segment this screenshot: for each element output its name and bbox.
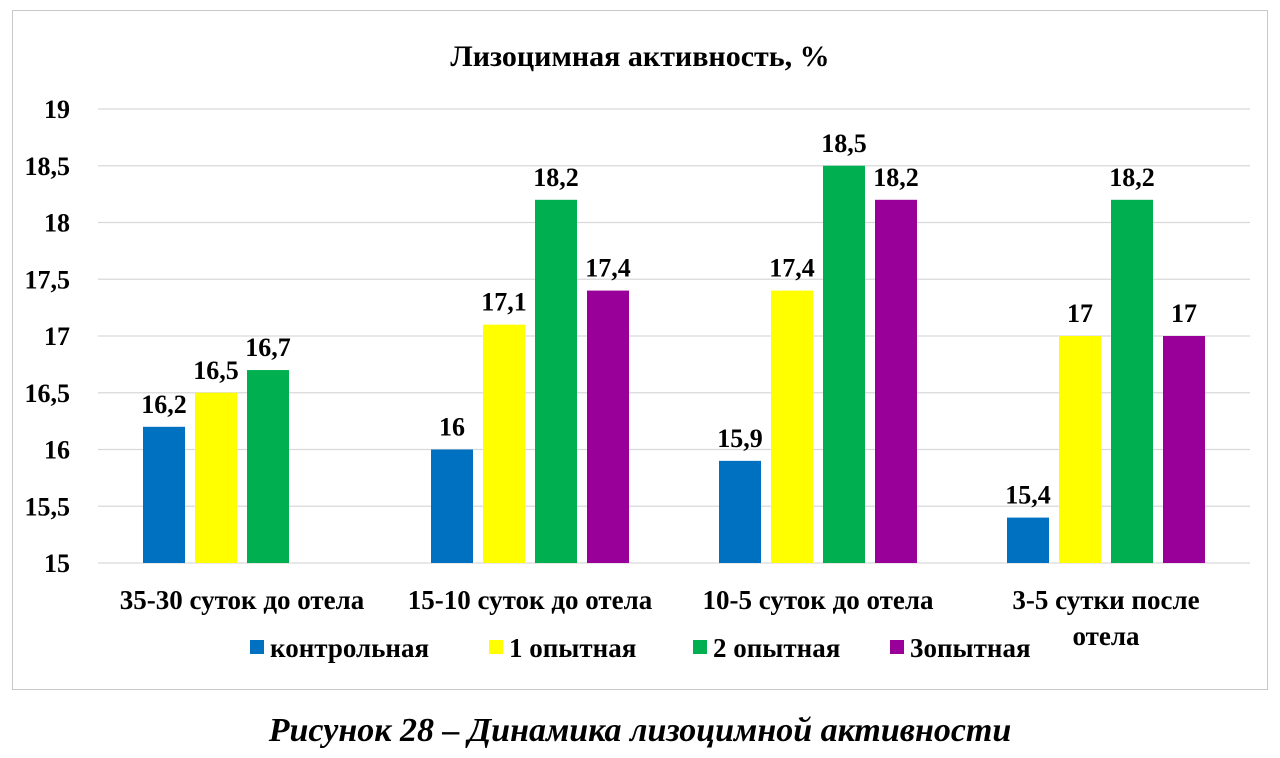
x-tick-label: отела	[1072, 621, 1140, 651]
figure-caption: Рисунок 28 – Динамика лизоцимной активно…	[268, 712, 1012, 749]
chart-title: Лизоцимная активность, %	[450, 40, 829, 73]
y-tick-label: 17	[44, 322, 70, 351]
y-tick-label: 16,5	[25, 379, 71, 408]
data-label: 18,2	[873, 163, 919, 192]
data-label: 17,1	[481, 288, 527, 317]
legend-swatch	[250, 640, 264, 654]
x-tick-label: 15-10 суток до отела	[408, 585, 653, 615]
bar	[143, 426, 185, 563]
bar	[1163, 336, 1205, 563]
legend-label: 2 опытная	[713, 633, 840, 663]
bar	[875, 199, 917, 564]
data-label: 16,2	[141, 390, 187, 419]
data-label: 15,4	[1005, 481, 1051, 510]
legend-label: 3опытная	[910, 633, 1031, 663]
bar	[483, 324, 525, 563]
data-label: 18,2	[1109, 163, 1155, 192]
x-tick-label: 35-30 суток до отела	[120, 585, 365, 615]
data-label: 15,9	[717, 424, 763, 453]
bar	[1007, 517, 1049, 563]
data-label: 17,4	[585, 254, 631, 283]
legend-swatch	[489, 640, 503, 654]
x-tick-label: 10-5 суток до отела	[702, 585, 934, 615]
legend-swatch	[693, 640, 707, 654]
chart-frame	[12, 10, 1268, 690]
y-tick-label: 17,5	[25, 265, 71, 294]
bar	[719, 460, 761, 563]
bar	[195, 392, 237, 563]
legend-label: 1 опытная	[509, 633, 636, 663]
bar	[823, 165, 865, 563]
bar-chart: Лизоцимная активность, % 15 15,5 16 16,5 17 17…	[25, 40, 1250, 663]
bar	[1059, 336, 1101, 563]
bar	[535, 199, 577, 564]
legend-swatch	[890, 640, 904, 654]
data-label: 18,5	[821, 129, 867, 158]
data-label: 17	[1067, 299, 1093, 328]
bar	[1111, 199, 1153, 564]
y-tick-label: 19	[44, 95, 70, 124]
data-label: 16,7	[245, 333, 291, 362]
y-tick-label: 15,5	[25, 492, 71, 521]
bar	[431, 449, 473, 563]
data-label: 17,4	[769, 254, 815, 283]
x-tick-label: 3-5 сутки после	[1012, 585, 1199, 615]
bar	[771, 290, 813, 563]
bar	[587, 290, 629, 563]
data-label: 17	[1171, 299, 1197, 328]
bar	[247, 370, 289, 563]
y-tick-label: 18,5	[25, 152, 71, 181]
data-label: 16,5	[193, 356, 239, 385]
legend-label: контрольная	[270, 633, 429, 663]
y-tick-label: 15	[44, 549, 70, 578]
y-tick-label: 16	[44, 436, 70, 465]
y-tick-label: 18	[44, 209, 70, 238]
data-label: 18,2	[533, 163, 579, 192]
data-label: 16	[439, 413, 465, 442]
